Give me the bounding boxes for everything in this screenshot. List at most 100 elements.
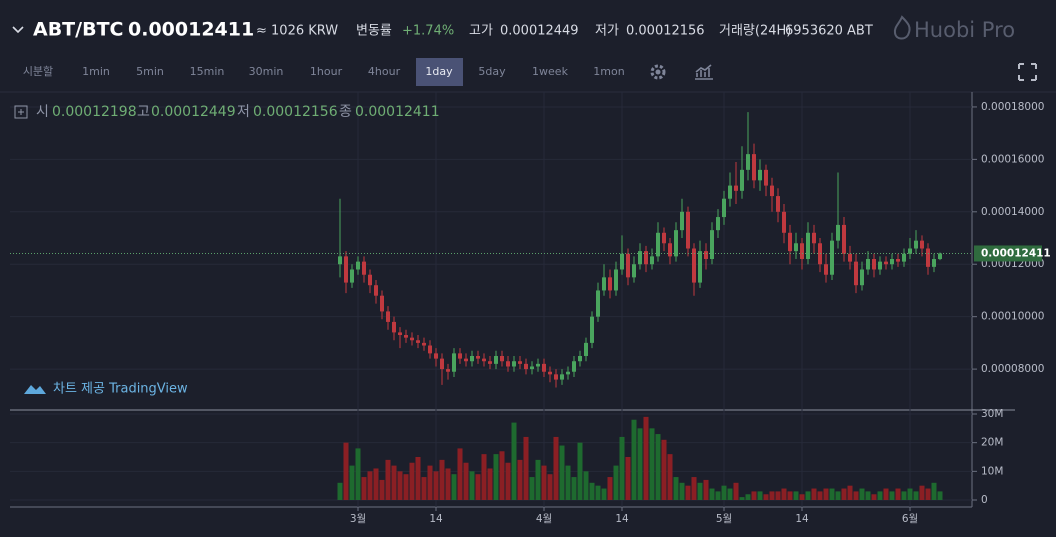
indicators-icon[interactable] [695, 64, 713, 80]
candle-body [800, 243, 804, 259]
candle-body [830, 240, 834, 275]
gear [650, 64, 666, 80]
candle-body [422, 342, 426, 346]
timeframe-tab[interactable]: 5day [478, 65, 506, 78]
candle-body [926, 248, 930, 267]
watermark[interactable]: 차트 제공 TradingView [53, 382, 188, 397]
volume-bar [751, 491, 757, 500]
candle-body [884, 261, 888, 265]
candle-body [758, 169, 762, 181]
candle-body [650, 256, 654, 265]
volume-bar [775, 491, 781, 500]
timeframe-tab[interactable]: 15min [190, 65, 225, 78]
volume-bar [883, 488, 889, 500]
candle-body [776, 196, 780, 212]
pair[interactable]: ABT/BTC [33, 19, 123, 41]
volume-bar [691, 477, 697, 500]
volume-bar [805, 491, 811, 500]
candle-body [452, 353, 456, 372]
volume-bar [643, 416, 649, 500]
chart: 0.000080000.000100000.000120000.00014000… [10, 92, 1051, 525]
volume-bar [793, 491, 799, 500]
volume-bar [919, 485, 925, 500]
candle-body [854, 261, 858, 286]
fullscreen-icon[interactable] [1018, 63, 1037, 81]
candle-body [692, 248, 696, 283]
timeframe-tab[interactable]: 4hour [368, 65, 401, 78]
volume-bar [853, 491, 859, 500]
volume-bar [451, 474, 457, 500]
volume-bar [583, 471, 589, 500]
volume-label: 거래량(24H) [719, 24, 791, 39]
candle-body [512, 361, 516, 367]
candle-body [608, 277, 612, 291]
candle-body [920, 240, 924, 249]
volume-bar [841, 488, 847, 500]
candle-body [656, 232, 660, 257]
candle-body [878, 261, 882, 270]
candle-body [740, 169, 744, 191]
timeframe-tab[interactable]: 30min [249, 65, 284, 78]
volume-bar [703, 479, 709, 500]
candle-body [542, 363, 546, 372]
candle-body [338, 256, 342, 265]
timeframe-tab[interactable]: 1min [82, 65, 110, 78]
candle-body [560, 374, 564, 380]
volume-bar [589, 482, 595, 500]
volume-bar [487, 468, 493, 500]
volume-bar [859, 488, 865, 500]
settings-icon[interactable] [650, 64, 666, 80]
legend-open: 0.00012198 [52, 104, 137, 120]
candle-body [470, 355, 474, 362]
change-label: 변동률 [356, 24, 392, 39]
volume-bar [709, 488, 715, 500]
candle-body [344, 256, 348, 283]
volume-bar [505, 462, 511, 500]
legend-high-label: 고 [137, 104, 150, 120]
timeframe-tab[interactable]: 1day [425, 65, 453, 78]
x-tick-label: 14 [615, 513, 629, 525]
volume-bar [937, 491, 943, 500]
y-tick-label: 0.00018000 [981, 101, 1044, 113]
candle-body [482, 358, 486, 362]
volume-bar [421, 477, 427, 500]
candle-body [440, 358, 444, 370]
dropdown-chevron[interactable] [12, 26, 24, 34]
timeframe-tab[interactable]: 1mon [593, 65, 624, 78]
volume-bar [403, 474, 409, 500]
high-value: 0.00012449 [500, 24, 579, 39]
candle-body [458, 353, 462, 359]
volume-bar [433, 471, 439, 500]
timeframe-tab[interactable]: 1hour [310, 65, 343, 78]
volume-bar [349, 465, 355, 500]
candle-body [746, 154, 750, 170]
volume-bar [517, 459, 523, 500]
candle-body [794, 243, 798, 252]
candle-body [506, 361, 510, 367]
change-value: +1.74% [402, 24, 454, 39]
toolbar: 시분할 1min 5min 15min 30min 1hour 4hour 1day 5day 1… [23, 65, 625, 78]
candle-body [734, 185, 738, 191]
volume-bar [835, 491, 841, 500]
timeframe-tab[interactable]: 5min [136, 65, 164, 78]
volume-bar [481, 454, 487, 500]
volume-bar [535, 459, 541, 500]
timeframe-tab[interactable]: 1week [532, 65, 569, 78]
volume-tick-label: 30M [981, 408, 1003, 420]
volume-bar [661, 439, 667, 500]
timeframe-tab[interactable]: 시분할 [23, 65, 53, 78]
volume-bar [763, 494, 769, 500]
candle-body [416, 340, 420, 343]
legend-toggle[interactable] [14, 105, 28, 119]
candle-body [770, 185, 774, 197]
candle-body [698, 251, 702, 283]
volume-bar [361, 477, 367, 500]
candle-body [710, 230, 714, 259]
volume-bar [595, 485, 601, 500]
candle-body [518, 361, 522, 364]
volume-bar [511, 422, 517, 500]
volume-bar [379, 479, 385, 500]
candle-body [398, 332, 402, 336]
x-tick-label: 6월 [902, 513, 918, 525]
